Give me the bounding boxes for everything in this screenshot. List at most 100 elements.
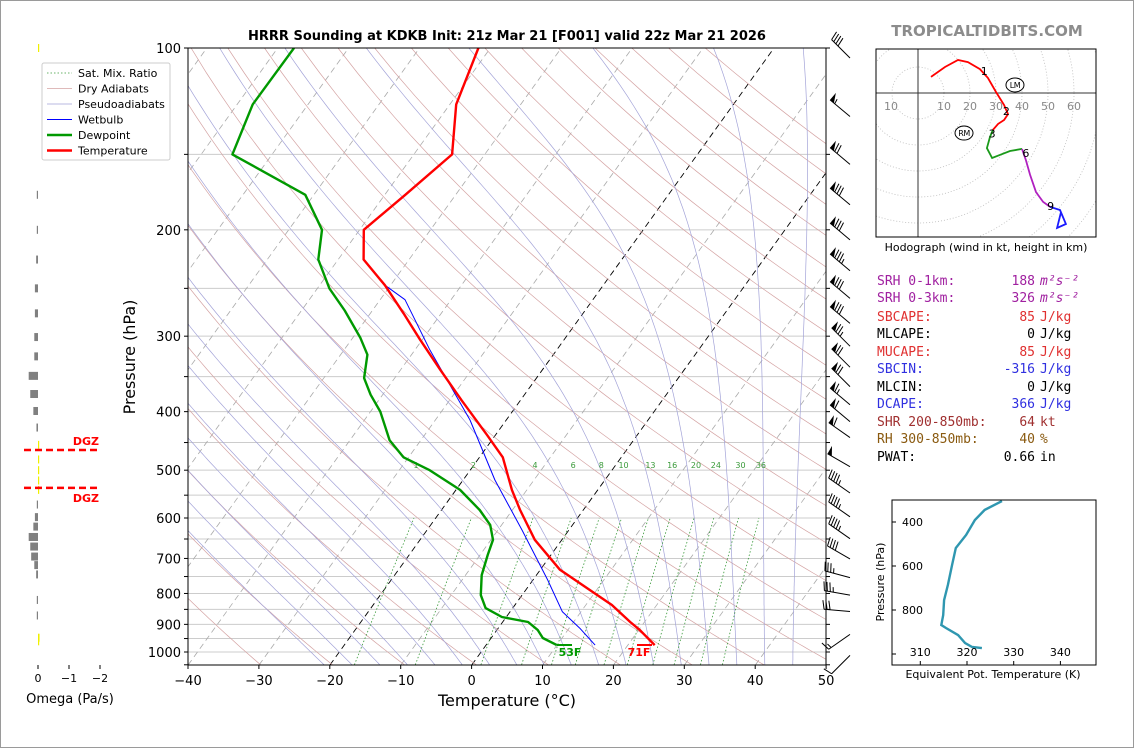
barb-staff [827, 453, 851, 468]
mixing-ratio-label: 1 [413, 461, 418, 470]
barb-pennant [827, 445, 832, 457]
wind-barb [823, 581, 851, 596]
barb-pennant [830, 299, 836, 310]
stat-unit: kt [1040, 415, 1056, 430]
pseudoadiabat [792, 48, 808, 665]
barb-half [838, 503, 842, 510]
barb-half [836, 389, 840, 395]
dry-adiabat [188, 407, 477, 665]
isotherm [188, 48, 562, 568]
pseudoadiabat [592, 48, 738, 665]
omega-bar [28, 371, 38, 380]
stat-label: RH 300-850mb: [877, 432, 979, 447]
x-tick-label: 10 [534, 674, 551, 689]
hodograph-height-label: 2 [1003, 105, 1010, 118]
barb-staff [828, 633, 851, 650]
omega-bar [34, 352, 38, 361]
omega-bar [36, 595, 38, 604]
hodograph-segment [930, 59, 1010, 131]
legend-label: Sat. Mix. Ratio [78, 67, 158, 80]
stat-unit: J/kg [1040, 310, 1072, 325]
dry-adiabat [484, 48, 826, 333]
omega-bar [33, 406, 38, 415]
barb-full [837, 347, 844, 356]
x-tick-label: 0 [467, 674, 475, 689]
wind-barb [828, 515, 851, 540]
hodograph-ring-label: 20 [963, 100, 977, 113]
barb-staff [828, 477, 851, 494]
barb-staff [831, 327, 851, 347]
wind-barb [829, 247, 851, 272]
theta-e-x-label: Equivalent Pot. Temperature (K) [905, 668, 1080, 681]
barb-full [834, 218, 840, 228]
barb-full [822, 600, 825, 610]
dry-adiabat [374, 48, 826, 435]
barb-full [832, 539, 836, 550]
x-tick-label: −10 [387, 674, 414, 689]
mixing-ratio-label: 24 [711, 461, 721, 470]
mixing-ratio-label: 8 [599, 461, 604, 470]
wind-barb [829, 381, 851, 406]
pseudoadiabat [188, 500, 353, 665]
stat-unit: J/kg [1040, 345, 1072, 360]
stat-value: 0.66 [1003, 450, 1035, 465]
barb-pennant [831, 321, 838, 332]
barb-staff [829, 222, 851, 241]
omega-bar [36, 423, 38, 432]
dry-adiabat [337, 48, 826, 470]
stat-value: 326 [1011, 291, 1035, 306]
barb-staff [831, 655, 851, 675]
stat-value: 64 [1019, 415, 1035, 430]
barb-half [838, 480, 842, 486]
stat-unit: in [1040, 450, 1056, 465]
skewt-axes-frame [187, 47, 827, 666]
barb-full [834, 383, 840, 393]
dry-adiabat [411, 48, 826, 400]
legend-label: Temperature [77, 145, 148, 158]
barb-half [834, 98, 838, 104]
barb-full [838, 280, 844, 290]
hodograph-segment [985, 129, 1023, 160]
barb-full [835, 474, 841, 484]
barb-full [834, 277, 840, 286]
omega-bar [30, 390, 38, 399]
barb-full [833, 33, 840, 43]
wind-barb [823, 655, 851, 675]
omega-bar [28, 532, 38, 541]
barb-full [827, 536, 831, 547]
mixing-ratio-line [521, 517, 572, 665]
omega-bar [38, 476, 40, 485]
stat-label: MLCAPE: [877, 327, 932, 342]
barb-full [834, 302, 840, 311]
omega-bar [38, 637, 40, 646]
x-tick-label: 30 [676, 674, 693, 689]
y-axis-label: Pressure (hPa) [120, 300, 139, 415]
barb-full [830, 494, 836, 504]
mixing-ratio-line [574, 517, 622, 665]
stat-row: SBCIN: -316 J/kg [877, 362, 1097, 379]
barb-full [836, 145, 842, 154]
mixing-ratio-label: 20 [691, 461, 701, 470]
mixing-ratio-line [354, 517, 415, 665]
mixing-ratio-line [673, 517, 715, 665]
barb-full [821, 642, 830, 650]
y-tick-label: 900 [156, 618, 181, 633]
chart-title: HRRR Sounding at KDKB Init: 21z Mar 21 [… [248, 29, 766, 44]
omega-x-tick-label: −1 [61, 672, 77, 685]
theta-e-y-tick-label: 600 [902, 560, 923, 573]
barb-staff [828, 523, 851, 540]
barb-full [836, 185, 842, 195]
pseudoadiabat [188, 402, 436, 665]
barb-full [831, 31, 837, 40]
legend-label: Dewpoint [78, 129, 131, 142]
barb-full [829, 538, 834, 548]
dry-adiabat [188, 224, 693, 665]
barb-pennant [830, 181, 836, 192]
barb-pennant [830, 247, 836, 258]
theta-e-profile [939, 500, 1003, 650]
barb-staff [827, 545, 851, 560]
x-tick-label: 20 [605, 674, 622, 689]
stat-row: SRH 0-1km: 188 m²s⁻² [877, 274, 1097, 291]
stat-row: MLCIN: 0 J/kg [877, 380, 1097, 397]
omega-bar [33, 522, 38, 531]
